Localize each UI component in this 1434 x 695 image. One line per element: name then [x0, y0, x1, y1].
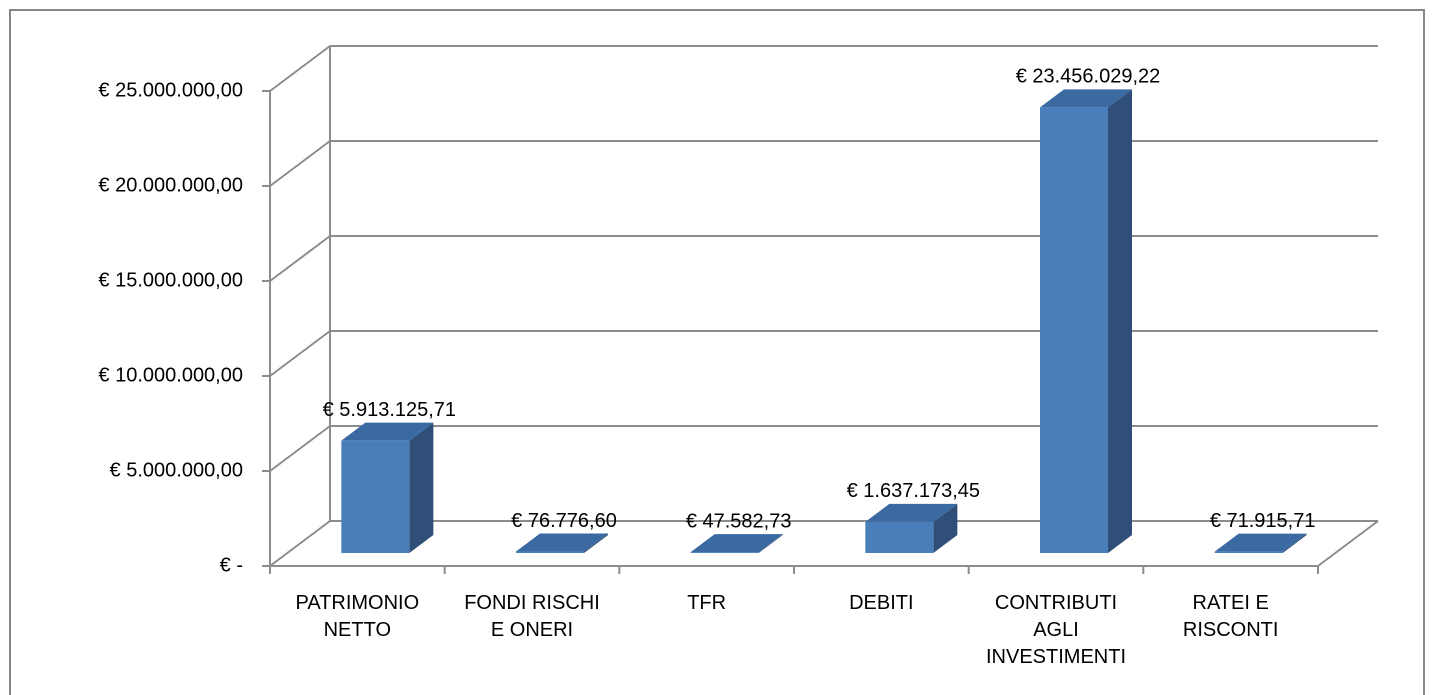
- grid-line: [269, 235, 331, 282]
- y-tick-label: € 20.000.000,00: [98, 174, 243, 196]
- grid-line: [269, 140, 331, 187]
- bar: [1040, 107, 1108, 553]
- y-tick-label: € 15.000.000,00: [98, 269, 243, 291]
- y-tick-label: € 25.000.000,00: [98, 79, 243, 101]
- y-tick-label: € 5.000.000,00: [110, 459, 243, 481]
- x-tick-label: TFR: [687, 592, 727, 614]
- grid-line: [269, 45, 331, 92]
- bar-side: [933, 503, 958, 553]
- bar-top: [1040, 89, 1132, 108]
- bar: [690, 552, 759, 553]
- x-tick-label: DEBITI: [849, 592, 914, 614]
- bar: [865, 521, 934, 553]
- bar-top: [516, 533, 608, 552]
- bar-top: [341, 422, 434, 441]
- data-label: € 5.913.125,71: [323, 399, 456, 421]
- axis-line: [1317, 520, 1379, 567]
- data-label: € 76.776,60: [511, 510, 617, 532]
- bar-side: [1282, 533, 1307, 553]
- bar-top: [690, 534, 783, 553]
- bar-side: [409, 422, 434, 553]
- bar-top: [865, 503, 958, 522]
- bar: [341, 440, 410, 553]
- bar-side: [584, 533, 608, 553]
- chart-border: [9, 9, 1425, 695]
- data-label: € 71.915,71: [1210, 510, 1316, 532]
- bar: [1214, 551, 1283, 553]
- data-label: € 47.582,73: [686, 510, 792, 532]
- x-tick-label: CONTRIBUTI AGLI INVESTIMENTI: [985, 592, 1126, 668]
- x-tick-label: RATEI E RISCONTI: [1182, 592, 1279, 641]
- grid-line: [269, 425, 331, 472]
- grid-line: [269, 520, 331, 567]
- bar-side: [758, 534, 783, 553]
- x-tick-label: FONDI RISCHI E ONERI: [464, 592, 600, 641]
- bar: [516, 551, 584, 553]
- bar-side: [1108, 89, 1132, 553]
- grid-line: [269, 330, 331, 377]
- x-tick-label: PATRIMONIO NETTO: [295, 592, 420, 641]
- data-label: € 23.456.029,22: [1016, 66, 1161, 88]
- y-tick-label: € -: [220, 554, 243, 576]
- bar-top: [1214, 533, 1307, 552]
- data-label: € 1.637.173,45: [847, 480, 980, 502]
- y-tick-label: € 10.000.000,00: [98, 364, 243, 386]
